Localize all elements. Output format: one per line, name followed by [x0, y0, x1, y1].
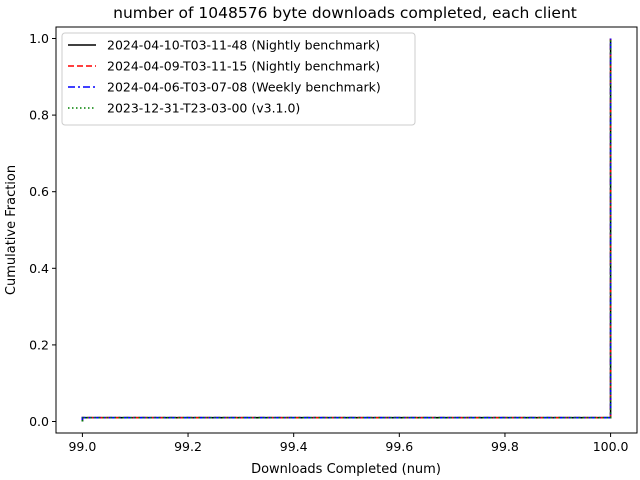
x-tick-label: 99.6 [385, 439, 413, 454]
y-tick-label: 1.0 [29, 31, 49, 46]
y-tick-label: 0.4 [29, 261, 49, 276]
x-tick-label: 99.8 [491, 439, 519, 454]
legend-entry: 2024-04-09-T03-11-15 (Nightly benchmark) [107, 59, 380, 74]
y-axis-label: Cumulative Fraction [4, 165, 19, 295]
chart-title: number of 1048576 byte downloads complet… [113, 4, 577, 22]
x-tick-label: 99.2 [174, 439, 202, 454]
plot-border [55, 26, 638, 434]
series-layer [81, 38, 612, 422]
y-tick-label: 0.6 [29, 184, 49, 199]
x-axis: 99.0 99.2 99.4 99.6 99.8 100.0 [68, 433, 629, 454]
legend-entry: 2024-04-10-T03-11-48 (Nightly benchmark) [107, 38, 380, 53]
legend-box [61, 32, 416, 126]
series-line-3 [81, 38, 612, 422]
x-tick-label: 99.4 [280, 439, 308, 454]
y-axis: 0.0 0.2 0.4 0.6 0.8 1.0 [29, 31, 56, 429]
x-axis-label: Downloads Completed (num) [251, 462, 441, 477]
y-tick-label: 0.8 [29, 108, 49, 123]
legend: 2024-04-10-T03-11-48 (Nightly benchmark)… [61, 32, 416, 126]
y-tick-label: 0.0 [29, 414, 49, 429]
legend-entry: 2024-04-06-T03-07-08 (Weekly benchmark) [107, 80, 381, 95]
legend-entry: 2023-12-31-T23-03-00 (v3.1.0) [107, 101, 300, 116]
y-tick-label: 0.2 [29, 337, 49, 352]
x-tick-label: 99.0 [68, 439, 96, 454]
x-tick-label: 100.0 [593, 439, 629, 454]
